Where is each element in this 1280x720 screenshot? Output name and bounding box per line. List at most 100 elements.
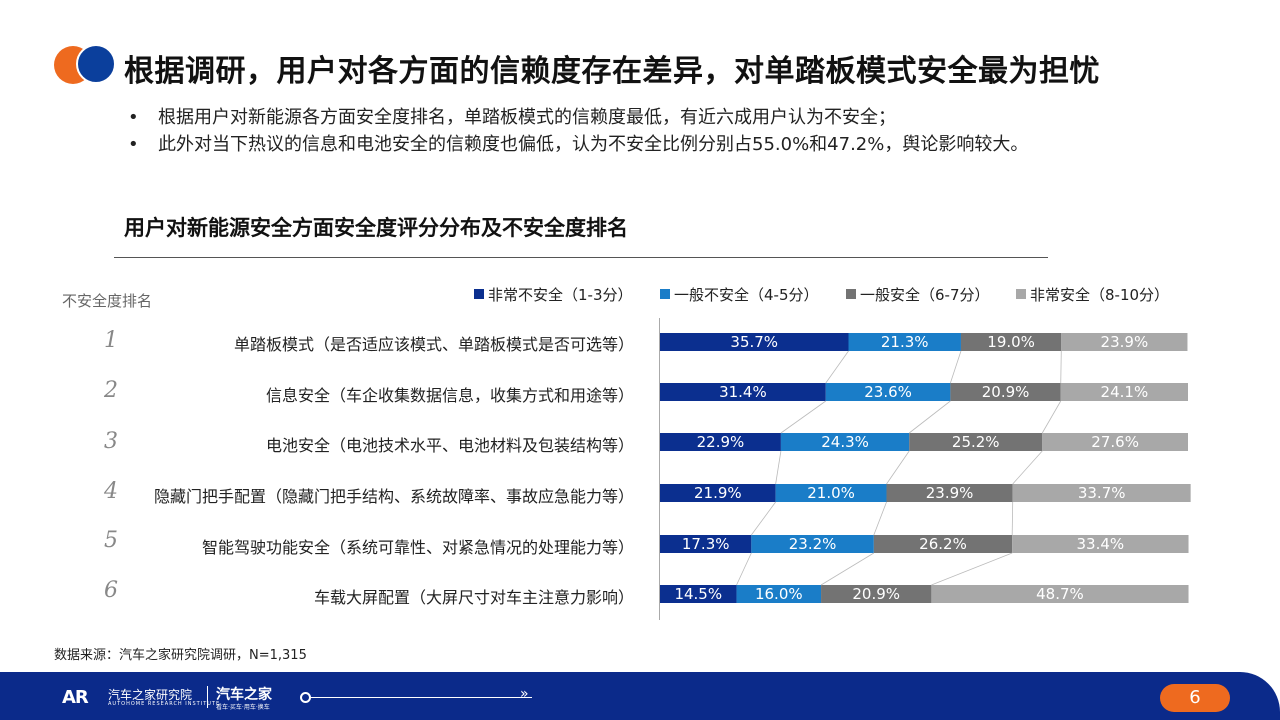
rank-number: 1	[104, 328, 118, 353]
bar-segment	[950, 383, 1061, 401]
connector-line	[1041, 400, 1062, 434]
legend-swatch	[846, 289, 856, 299]
bar-value-label: 21.3%	[881, 333, 929, 351]
legend-label: 一般不安全（4-5分）	[674, 286, 819, 304]
legend-swatch	[474, 289, 484, 299]
double-arrow-icon: »	[520, 686, 529, 702]
connector-line	[820, 552, 875, 586]
bar-value-label: 20.9%	[852, 585, 900, 603]
bar-segment	[886, 484, 1013, 502]
rank-number: 6	[104, 578, 118, 603]
bar-value-label: 33.7%	[1078, 484, 1126, 502]
bar-segment	[1042, 433, 1188, 451]
y-axis-line	[659, 318, 660, 620]
institute-name: 汽车之家研究院	[108, 688, 193, 702]
bar-segment	[931, 585, 1189, 603]
bar-value-label: 24.3%	[821, 433, 869, 451]
bar-segment	[775, 484, 887, 502]
bar-value-label: 23.6%	[864, 383, 912, 401]
category-label: 智能驾驶功能安全（系统可靠性、对紧急情况的处理能力等）	[201, 538, 634, 557]
connector-line	[736, 552, 752, 586]
bar-value-label: 24.1%	[1101, 383, 1149, 401]
connector-line	[886, 450, 910, 485]
institute-logo: AR	[62, 687, 89, 708]
bar-segment	[1012, 535, 1189, 553]
bar-segment	[660, 535, 752, 553]
connector-line	[1012, 450, 1043, 485]
legend-swatch	[660, 289, 670, 299]
legend-label: 非常不安全（1-3分）	[488, 286, 633, 304]
category-label: 隐藏门把手配置（隐藏门把手结构、系统故障率、事故应急能力等）	[153, 487, 634, 506]
connector-line	[775, 450, 782, 485]
bar-segment	[660, 333, 849, 351]
legend-item-3: 一般安全（6-7分）	[846, 284, 990, 305]
category-label: 电池安全（电池技术水平、电池材料及包装结构等）	[265, 436, 634, 455]
progress-dot-icon	[300, 692, 311, 703]
brand-circles-logo	[54, 44, 116, 84]
bar-segment	[660, 433, 781, 451]
bar-value-label: 27.6%	[1091, 433, 1139, 451]
footer-divider	[207, 686, 208, 708]
connector-line	[751, 501, 776, 536]
bullet-item: 此外对当下热议的信息和电池安全的信赖度也偏低，认为不安全比例分别占55.0%和4…	[124, 131, 1028, 158]
legend-item-2: 一般不安全（4-5分）	[660, 284, 819, 305]
page-number: 6	[1160, 684, 1230, 712]
connector-line	[931, 552, 1013, 586]
bar-segment	[660, 484, 776, 502]
bar-value-label: 23.9%	[926, 484, 974, 502]
bar-value-label: 48.7%	[1036, 585, 1084, 603]
bar-segment	[1061, 333, 1188, 351]
bar-value-label: 26.2%	[919, 535, 967, 553]
legend-item-4: 非常安全（8-10分）	[1016, 284, 1169, 305]
category-label: 信息安全（车企收集数据信息，收集方式和用途等）	[265, 386, 634, 405]
legend-swatch	[1016, 289, 1026, 299]
bar-segment	[660, 585, 737, 603]
bar-value-label: 20.9%	[982, 383, 1030, 401]
legend-item-1: 非常不安全（1-3分）	[474, 284, 633, 305]
chart-title: 用户对新能源安全方面安全度评分分布及不安全度排名	[124, 216, 628, 240]
category-label: 单踏板模式（是否适应该模式、单踏板模式是否可选等）	[233, 335, 634, 354]
bar-segment	[780, 433, 910, 451]
connector-line	[873, 501, 887, 536]
rank-number: 4	[104, 479, 118, 504]
bar-segment	[736, 585, 822, 603]
bar-value-label: 23.9%	[1101, 333, 1149, 351]
connector-line	[1011, 501, 1014, 536]
connector-line	[1060, 350, 1062, 384]
footer-bar	[0, 672, 1280, 720]
connector-line	[908, 400, 951, 434]
legend-label: 非常安全（8-10分）	[1030, 286, 1170, 304]
rank-number: 3	[104, 429, 118, 454]
bar-value-label: 33.4%	[1077, 535, 1125, 553]
bar-segment	[660, 383, 826, 401]
brand-name: 汽车之家	[216, 687, 272, 703]
bar-value-label: 19.0%	[987, 333, 1035, 351]
rank-header: 不安全度排名	[62, 292, 153, 310]
bar-segment	[821, 585, 932, 603]
blue-circle-icon	[76, 44, 116, 84]
bar-value-label: 21.0%	[807, 484, 855, 502]
bar-value-label: 14.5%	[674, 585, 722, 603]
bar-segment	[825, 383, 951, 401]
legend-label: 一般安全（6-7分）	[860, 286, 990, 304]
bar-segment	[909, 433, 1043, 451]
connector-line	[950, 350, 962, 384]
connector-line	[780, 400, 827, 434]
bar-value-label: 23.2%	[789, 535, 837, 553]
progress-line	[304, 697, 532, 698]
title-divider	[114, 257, 1048, 258]
bar-value-label: 22.9%	[697, 433, 745, 451]
bar-segment	[1012, 484, 1191, 502]
bar-value-label: 31.4%	[719, 383, 767, 401]
bar-segment	[751, 535, 874, 553]
bar-segment	[1060, 383, 1188, 401]
data-source: 数据来源：汽车之家研究院调研，N=1,315	[54, 648, 307, 663]
bar-value-label: 21.9%	[694, 484, 742, 502]
bar-segment	[873, 535, 1013, 553]
rank-number: 5	[104, 528, 118, 553]
bullet-item: 根据用户对新能源各方面安全度排名，单踏板模式的信赖度最低，有近六成用户认为不安全…	[124, 104, 1028, 131]
bar-value-label: 17.3%	[682, 535, 730, 553]
rank-number: 2	[104, 378, 118, 403]
bar-segment	[960, 333, 1062, 351]
bar-value-label: 35.7%	[730, 333, 778, 351]
